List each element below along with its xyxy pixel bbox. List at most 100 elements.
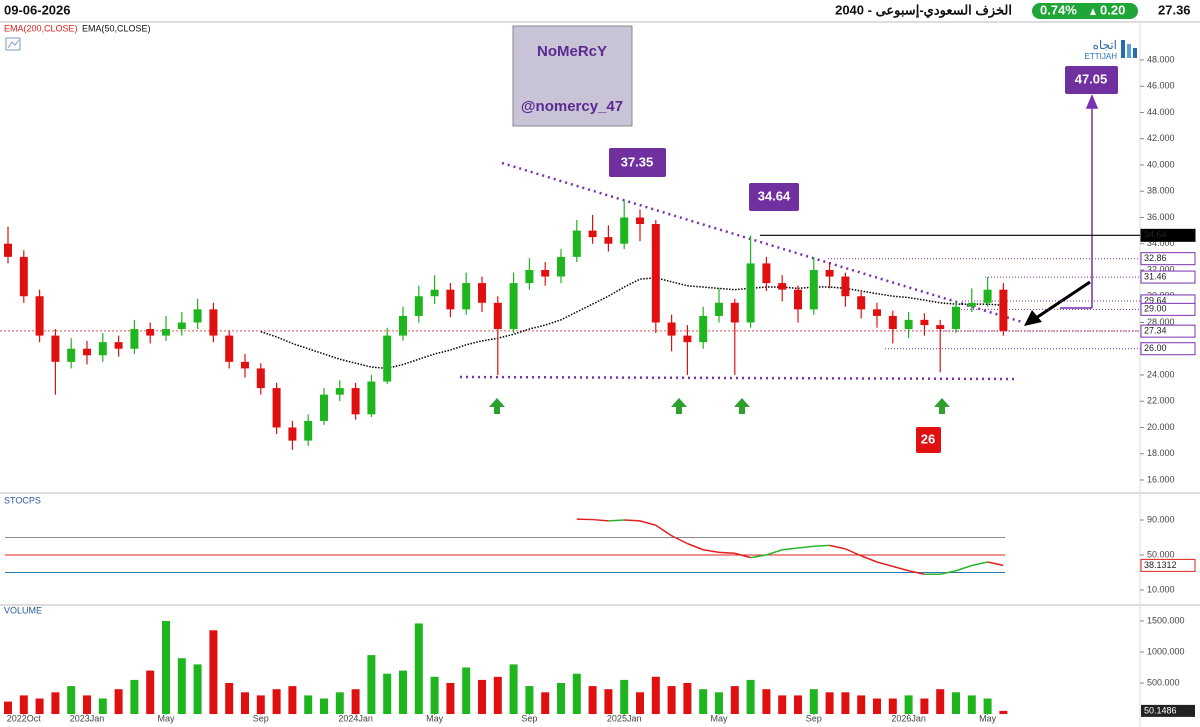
candle-body [936, 325, 945, 330]
volume-bar [493, 676, 502, 714]
volume-bar [730, 686, 739, 714]
volume-bar [841, 692, 850, 714]
candle-body [193, 309, 202, 323]
resistance-trendline [501, 161, 1023, 324]
volume-bar [762, 689, 771, 714]
candle-body [636, 217, 644, 225]
stoch-segment [608, 519, 625, 522]
target-arrow [1060, 94, 1099, 309]
volume-bar [525, 686, 534, 714]
candle-body [983, 289, 992, 303]
stoch-segment [766, 549, 783, 556]
candle-body [177, 322, 186, 330]
volume-bar [857, 695, 866, 714]
volume-bar [51, 692, 60, 714]
candle-body [557, 256, 565, 277]
candle-body [304, 420, 313, 441]
candle-body [541, 269, 550, 277]
candle-body [825, 269, 834, 277]
change-percent: 0.74% [1040, 2, 1077, 17]
stoch-segment [734, 552, 751, 559]
volume-bar [936, 689, 945, 714]
candle-body [446, 289, 455, 310]
annotation-box [749, 183, 799, 211]
x-tick-label: 2024Jan [338, 713, 373, 723]
volume-bar [256, 695, 265, 714]
candle-body [999, 289, 1008, 331]
stoch-segment [687, 542, 704, 551]
volume-bar [304, 695, 313, 714]
volume-bar [888, 698, 897, 714]
candle-body [620, 217, 629, 244]
y-tick-label: 28.000 [1147, 317, 1175, 327]
volume-bar [367, 655, 376, 714]
last-value-label: 50.1486 [1144, 705, 1177, 715]
stoch-segment [797, 545, 814, 549]
candle-body [683, 335, 692, 343]
volume-bar [430, 676, 439, 714]
last-value-box [1141, 704, 1195, 717]
candle-body [873, 309, 881, 316]
y-tick-label: 36.000 [1147, 212, 1175, 222]
candle-body [367, 381, 376, 415]
candle-body [335, 388, 344, 395]
volume-bar [809, 689, 818, 714]
candle-body [209, 309, 218, 336]
change-pill [1032, 3, 1138, 19]
volume-bar [825, 692, 834, 714]
y-tick-label: 44.000 [1147, 107, 1175, 117]
candle-body [83, 348, 91, 356]
volume-bar [288, 686, 297, 714]
candle-body [146, 329, 155, 336]
stoch-segment [876, 561, 894, 568]
volume-bar [351, 689, 360, 714]
volume-bar [967, 695, 976, 714]
stoch-segment [671, 535, 688, 545]
candle-body [98, 342, 107, 356]
stoch-segment [718, 551, 735, 554]
y-tick-label: 32.000 [1147, 264, 1175, 274]
annotation-label: 37.35 [621, 154, 654, 169]
y-tick-label: 20.000 [1147, 422, 1175, 432]
volume-bar [209, 630, 218, 714]
candle-body [857, 296, 866, 310]
header-date: 09-06-2026 [4, 2, 71, 17]
candle-body [399, 315, 407, 336]
legend-ema50: EMA(50,CLOSE) [82, 23, 151, 33]
volume-bar [130, 679, 139, 714]
watermark-box [512, 25, 633, 127]
level-label: 34.64 [1144, 230, 1167, 240]
candle-body [130, 329, 139, 349]
stoch-segment [955, 564, 973, 572]
stoch-segment [987, 561, 1004, 567]
volume-bar [983, 698, 992, 714]
volume-bar [4, 701, 12, 714]
annotation-box [916, 427, 941, 453]
y-tick-label: 1500.000 [1147, 615, 1185, 625]
volume-bar [715, 692, 723, 714]
candle-body [430, 289, 439, 297]
stoch-segment [940, 570, 957, 575]
volume-bar [636, 692, 644, 714]
stoch-segment [703, 549, 720, 554]
volume-bar [651, 676, 660, 714]
breakout-arrow [1024, 280, 1091, 326]
volume-bar [320, 698, 328, 714]
candle-body [525, 269, 534, 284]
volume-bar [904, 695, 913, 714]
candle-body [19, 256, 28, 297]
annotation-box [609, 148, 666, 177]
candle-body [162, 329, 170, 336]
level-label: 29.64 [1144, 295, 1167, 305]
volume-bar [272, 689, 281, 714]
y-tick-label: 22.000 [1147, 396, 1175, 406]
x-tick-label: Sep [253, 713, 269, 723]
stoch-segment [639, 520, 657, 526]
candle-body [4, 243, 12, 257]
candle-body [762, 263, 771, 284]
level-box [1140, 252, 1196, 266]
volume-bar [177, 658, 186, 714]
candle-body [588, 230, 597, 238]
support-line [459, 375, 1017, 381]
